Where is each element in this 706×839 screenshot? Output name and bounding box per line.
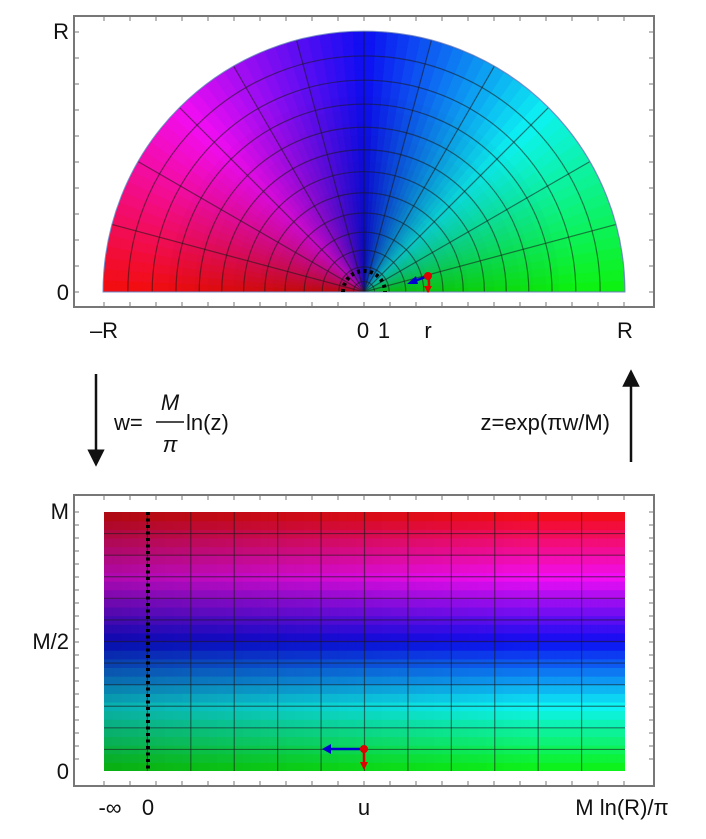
top-x-label-0: 0 <box>357 318 369 343</box>
top-x-label-minus-R: –R <box>90 318 118 343</box>
top-x-label-r: r <box>424 318 431 343</box>
mapping-section: w= M π ln(z) z=exp(πw/M) <box>87 369 640 467</box>
point-z <box>424 272 432 280</box>
red-arrowhead <box>424 286 432 293</box>
top-x-label-R: R <box>617 318 633 343</box>
left-map-rhs: ln(z) <box>186 410 229 435</box>
strip-domain <box>104 512 625 771</box>
half-disk-outline <box>102 30 626 293</box>
point-w <box>360 745 368 753</box>
blue-arrowhead <box>407 276 418 284</box>
top-tangent-vectors <box>407 272 432 293</box>
top-x-label-1: 1 <box>378 318 390 343</box>
unit-semicircle-dotted <box>341 269 387 293</box>
left-map-denominator: π <box>163 432 179 457</box>
blue-arrowhead-bottom <box>322 744 331 754</box>
bottom-y-label-M-2: M/2 <box>32 629 69 654</box>
top-panel-ticks <box>74 16 654 307</box>
bottom-tangent-vectors <box>322 744 368 770</box>
rectangular-grid <box>104 512 625 771</box>
bottom-x-label-M-lnR-over-pi: M ln(R)/π <box>575 795 668 820</box>
top-y-label-R: R <box>53 19 69 44</box>
left-map-numerator: M <box>161 390 180 415</box>
bottom-y-label-M: M <box>51 499 69 524</box>
half-disk-domain <box>103 31 625 293</box>
top-y-label-0: 0 <box>57 280 69 305</box>
bottom-panel: M M/2 0 -∞ 0 u M ln(R)/π <box>32 494 669 820</box>
bottom-x-label-u: u <box>358 795 370 820</box>
left-map-lhs: w= <box>113 410 143 435</box>
bottom-panel-ticks <box>74 495 654 786</box>
bottom-y-label-0: 0 <box>57 759 69 784</box>
top-panel: R 0 –R 0 1 r R <box>53 15 655 343</box>
bottom-x-label-0: 0 <box>142 795 154 820</box>
right-map-formula: z=exp(πw/M) <box>481 410 610 435</box>
bottom-x-label-minus-infinity: -∞ <box>98 795 121 820</box>
red-arrowhead-bottom <box>360 762 368 770</box>
